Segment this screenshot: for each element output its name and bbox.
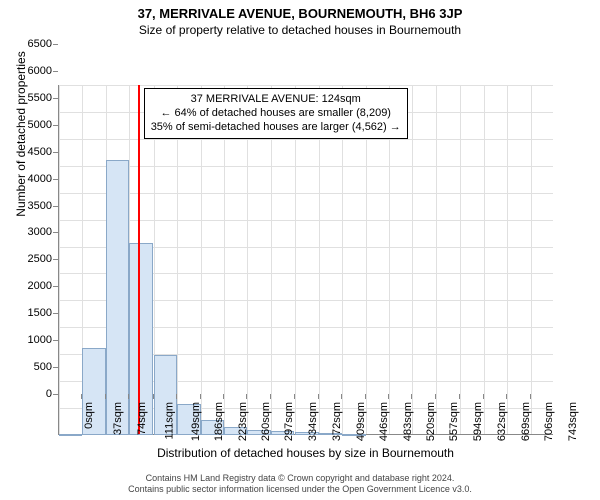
xtick-mark bbox=[105, 394, 106, 399]
xtick-label: 557sqm bbox=[449, 402, 461, 441]
ytick-mark bbox=[53, 71, 58, 72]
ytick-label: 3000 bbox=[0, 226, 52, 238]
gridline-h bbox=[59, 139, 553, 140]
ytick-label: 6000 bbox=[0, 65, 52, 77]
page-title: 37, MERRIVALE AVENUE, BOURNEMOUTH, BH6 3… bbox=[0, 0, 600, 21]
ytick-mark bbox=[53, 259, 58, 260]
plot-region: 37 MERRIVALE AVENUE: 124sqm← 64% of deta… bbox=[58, 85, 553, 435]
xtick-mark bbox=[294, 394, 295, 399]
xtick-label: 594sqm bbox=[472, 402, 484, 441]
xtick-mark bbox=[176, 394, 177, 399]
xtick-mark bbox=[483, 394, 484, 399]
xtick-mark bbox=[153, 394, 154, 399]
ytick-mark bbox=[53, 232, 58, 233]
xtick-mark bbox=[128, 394, 129, 399]
xtick-label: 706sqm bbox=[543, 402, 555, 441]
annotation-box: 37 MERRIVALE AVENUE: 124sqm← 64% of deta… bbox=[144, 88, 408, 139]
xtick-label: 743sqm bbox=[567, 402, 579, 441]
ytick-mark bbox=[53, 367, 58, 368]
ytick-label: 2000 bbox=[0, 280, 52, 292]
xtick-label: 334sqm bbox=[307, 402, 319, 441]
xtick-mark bbox=[341, 394, 342, 399]
xtick-label: 446sqm bbox=[378, 402, 390, 441]
annotation-line: 35% of semi-detached houses are larger (… bbox=[151, 120, 401, 134]
footer-line-2: Contains public sector information licen… bbox=[0, 484, 600, 496]
ytick-label: 4000 bbox=[0, 173, 52, 185]
gridline-v bbox=[507, 85, 508, 434]
ytick-mark bbox=[53, 313, 58, 314]
ytick-label: 500 bbox=[0, 361, 52, 373]
gridline-h bbox=[59, 85, 553, 86]
histogram-bar bbox=[106, 160, 129, 435]
xtick-mark bbox=[200, 394, 201, 399]
footer-line-1: Contains HM Land Registry data © Crown c… bbox=[0, 473, 600, 485]
gridline-h bbox=[59, 166, 553, 167]
ytick-mark bbox=[53, 44, 58, 45]
gridline-h bbox=[59, 220, 553, 221]
xtick-mark bbox=[223, 394, 224, 399]
reference-line bbox=[138, 85, 140, 434]
ytick-mark bbox=[53, 125, 58, 126]
xtick-mark bbox=[388, 394, 389, 399]
gridline-v bbox=[460, 85, 461, 434]
xtick-mark bbox=[435, 394, 436, 399]
ytick-mark bbox=[53, 340, 58, 341]
xtick-label: 260sqm bbox=[260, 402, 272, 441]
ytick-mark bbox=[53, 179, 58, 180]
ytick-mark bbox=[53, 286, 58, 287]
ytick-label: 0 bbox=[0, 388, 52, 400]
xtick-label: 409sqm bbox=[355, 402, 367, 441]
xtick-label: 669sqm bbox=[520, 402, 532, 441]
xtick-mark bbox=[411, 394, 412, 399]
xtick-mark bbox=[246, 394, 247, 399]
chart-container: 37, MERRIVALE AVENUE, BOURNEMOUTH, BH6 3… bbox=[0, 0, 600, 500]
xtick-label: 111sqm bbox=[164, 402, 176, 440]
xtick-label: 297sqm bbox=[284, 402, 296, 441]
xtick-mark bbox=[270, 394, 271, 399]
xtick-label: 0sqm bbox=[83, 402, 95, 429]
gridline-h bbox=[59, 193, 553, 194]
annotation-line: ← 64% of detached houses are smaller (8,… bbox=[151, 106, 401, 120]
ytick-label: 1500 bbox=[0, 307, 52, 319]
gridline-v bbox=[436, 85, 437, 434]
xtick-mark bbox=[365, 394, 366, 399]
gridline-v bbox=[484, 85, 485, 434]
ytick-label: 5500 bbox=[0, 92, 52, 104]
footer-attribution: Contains HM Land Registry data © Crown c… bbox=[0, 473, 600, 496]
gridline-v bbox=[531, 85, 532, 434]
ytick-label: 6500 bbox=[0, 38, 52, 50]
xtick-mark bbox=[459, 394, 460, 399]
ytick-label: 2500 bbox=[0, 253, 52, 265]
ytick-label: 5000 bbox=[0, 119, 52, 131]
xtick-mark bbox=[81, 394, 82, 399]
xtick-mark bbox=[58, 394, 59, 399]
xtick-label: 223sqm bbox=[237, 402, 249, 441]
xtick-mark bbox=[506, 394, 507, 399]
ytick-mark bbox=[53, 98, 58, 99]
gridline-v bbox=[59, 85, 60, 434]
xtick-mark bbox=[530, 394, 531, 399]
xtick-label: 74sqm bbox=[136, 402, 148, 435]
xtick-label: 632sqm bbox=[496, 402, 508, 441]
chart-subtitle: Size of property relative to detached ho… bbox=[0, 21, 600, 41]
ytick-label: 4500 bbox=[0, 146, 52, 158]
x-axis-label: Distribution of detached houses by size … bbox=[58, 446, 553, 460]
xtick-label: 520sqm bbox=[425, 402, 437, 441]
xtick-label: 186sqm bbox=[213, 402, 225, 441]
ytick-mark bbox=[53, 206, 58, 207]
ytick-label: 1000 bbox=[0, 334, 52, 346]
xtick-label: 483sqm bbox=[402, 402, 414, 441]
xtick-label: 149sqm bbox=[190, 402, 202, 441]
gridline-v bbox=[412, 85, 413, 434]
ytick-mark bbox=[53, 152, 58, 153]
xtick-mark bbox=[318, 394, 319, 399]
histogram-bar bbox=[59, 434, 82, 436]
ytick-label: 3500 bbox=[0, 200, 52, 212]
xtick-label: 37sqm bbox=[113, 402, 125, 435]
annotation-line: 37 MERRIVALE AVENUE: 124sqm bbox=[151, 92, 401, 106]
xtick-label: 372sqm bbox=[331, 402, 343, 441]
